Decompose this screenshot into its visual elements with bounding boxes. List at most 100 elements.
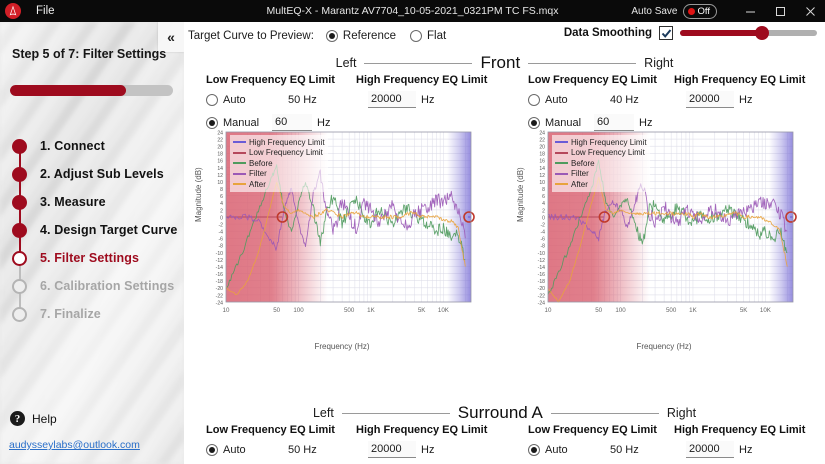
group-right-label: Right [644,56,674,70]
high-limit-row: Hz [368,440,487,459]
data-smoothing-checkbox[interactable] [659,26,673,40]
auto-label: Auto [545,443,568,456]
legend-item: Filter [233,169,325,180]
svg-text:10K: 10K [760,307,772,314]
svg-text:24: 24 [217,130,223,136]
high-frequency-input-right[interactable] [686,441,734,458]
autosave-toggle[interactable]: Off [682,3,717,19]
radio-manual-left[interactable]: Manual [206,116,267,129]
legend-label: Filter [571,169,589,179]
manual-frequency-input-right[interactable] [594,114,634,131]
help-link[interactable]: ? Help [10,411,57,426]
svg-text:5K: 5K [418,307,426,314]
data-smoothing-slider-thumb[interactable] [755,26,770,40]
auto-mode-row: Auto 50 Hz [206,440,335,459]
svg-text:8: 8 [220,187,223,193]
title-bar: File MultEQ-X - Marantz AV7704_10-05-202… [0,0,825,22]
svg-text:4: 4 [220,201,223,207]
support-email-link[interactable]: audysseylabs@outlook.com [9,439,140,451]
svg-text:14: 14 [217,166,223,172]
radio-manual-right[interactable]: Manual [528,116,589,129]
svg-text:-20: -20 [216,286,224,292]
radio-target-flat[interactable]: Flat [409,30,446,42]
sidebar-step-label: 1. Connect [40,139,105,153]
sidebar-step-4[interactable]: 4. Design Target Curve [0,216,184,258]
svg-text:-12: -12 [216,258,224,264]
series-filter [547,183,788,242]
help-label: Help [32,411,57,426]
high-frequency-unit: Hz [739,443,753,456]
high-limit-marker [463,211,475,223]
sidebar-step-5[interactable]: 5. Filter Settings [0,244,184,286]
legend-item: After [555,179,647,190]
group-right-label: Right [666,406,697,420]
high-frequency-input-left[interactable] [368,441,416,458]
sidebar-step-label: 2. Adjust Sub Levels [40,167,164,181]
group-left-label: Left [335,56,357,70]
audyssey-logo-icon [0,3,26,19]
radio-target-reference[interactable]: Reference [325,30,396,42]
legend-item: Low Frequency Limit [233,148,325,159]
svg-text:-16: -16 [216,272,224,278]
auto-frequency-value: 40 Hz [610,93,639,106]
legend-item: Before [555,158,647,169]
maximize-button[interactable] [765,0,795,22]
svg-text:10: 10 [223,307,230,314]
radio-auto-indicator-icon [206,93,218,106]
data-smoothing-slider[interactable] [680,26,817,40]
svg-text:-14: -14 [216,265,224,271]
auto-frequency-value: 50 Hz [288,443,317,456]
radio-auto-right[interactable]: Auto [528,443,589,456]
sidebar-step-label: 6. Calibration Settings [40,279,175,293]
legend-swatch-icon [555,172,568,175]
manual-frequency-unit: Hz [317,116,331,129]
sidebar-step-label: 7. Finalize [40,307,101,321]
step-connector [18,286,21,314]
auto-frequency-value: 50 Hz [288,93,317,106]
group-rule-right [528,62,637,64]
radio-auto-indicator-icon [528,93,540,106]
auto-label: Auto [223,93,246,106]
svg-text:16: 16 [217,159,223,165]
radio-auto-left[interactable]: Auto [206,93,267,106]
sidebar-step-1[interactable]: 1. Connect [0,132,184,174]
frequency-response-chart-left[interactable]: 24 22 20 18 16 14 12 10 8 6 4 2 0 -2 -4 -6 -8 -10 -12 -14 -1… [192,126,492,351]
group-title: Surround A [457,403,543,422]
svg-text:-10: -10 [538,251,546,257]
svg-text:500: 500 [344,307,355,314]
high-freq-limit-right: High Frequency EQ Limit Hz [674,74,805,109]
manual-label: Manual [223,116,260,129]
sidebar-step-label: 3. Measure [40,195,106,209]
svg-text:18: 18 [539,152,545,158]
radio-auto-right[interactable]: Auto [528,93,589,106]
radio-flat-indicator-icon [409,30,422,42]
sidebar-step-2[interactable]: 2. Adjust Sub Levels [0,160,184,202]
low-limit-marker [276,211,289,223]
svg-text:-12: -12 [538,258,546,264]
sidebar-step-3[interactable]: 3. Measure [0,188,184,230]
high-frequency-unit: Hz [739,93,753,106]
step-status-dot-icon [12,138,27,154]
series-filter [225,169,466,251]
radio-auto-left[interactable]: Auto [206,443,267,456]
group-rule-right [550,412,659,414]
step-status-dot-icon [12,194,27,210]
high-frequency-input-left[interactable] [368,91,416,108]
svg-text:0: 0 [220,215,223,221]
svg-text:100: 100 [615,307,626,314]
legend-swatch-icon [233,151,246,154]
high-frequency-input-right[interactable] [686,91,734,108]
svg-text:14: 14 [539,166,545,172]
step-connector [18,258,21,286]
legend-swatch-icon [233,172,246,175]
radio-manual-indicator-icon [528,116,540,129]
frequency-response-chart-right[interactable]: 24 22 20 18 16 14 12 10 8 6 4 2 0 -2 -4 -6 -8 -10 -12 -14 -1… [514,126,814,351]
manual-frequency-input-left[interactable] [272,114,312,131]
svg-text:-16: -16 [538,272,546,278]
sidebar-collapse-button[interactable]: « [158,22,184,52]
menu-file[interactable]: File [36,5,55,17]
sidebar-step-6[interactable]: 6. Calibration Settings [0,272,184,314]
minimize-button[interactable] [735,0,765,22]
close-button[interactable] [795,0,825,22]
sidebar-step-7[interactable]: 7. Finalize [0,300,184,328]
